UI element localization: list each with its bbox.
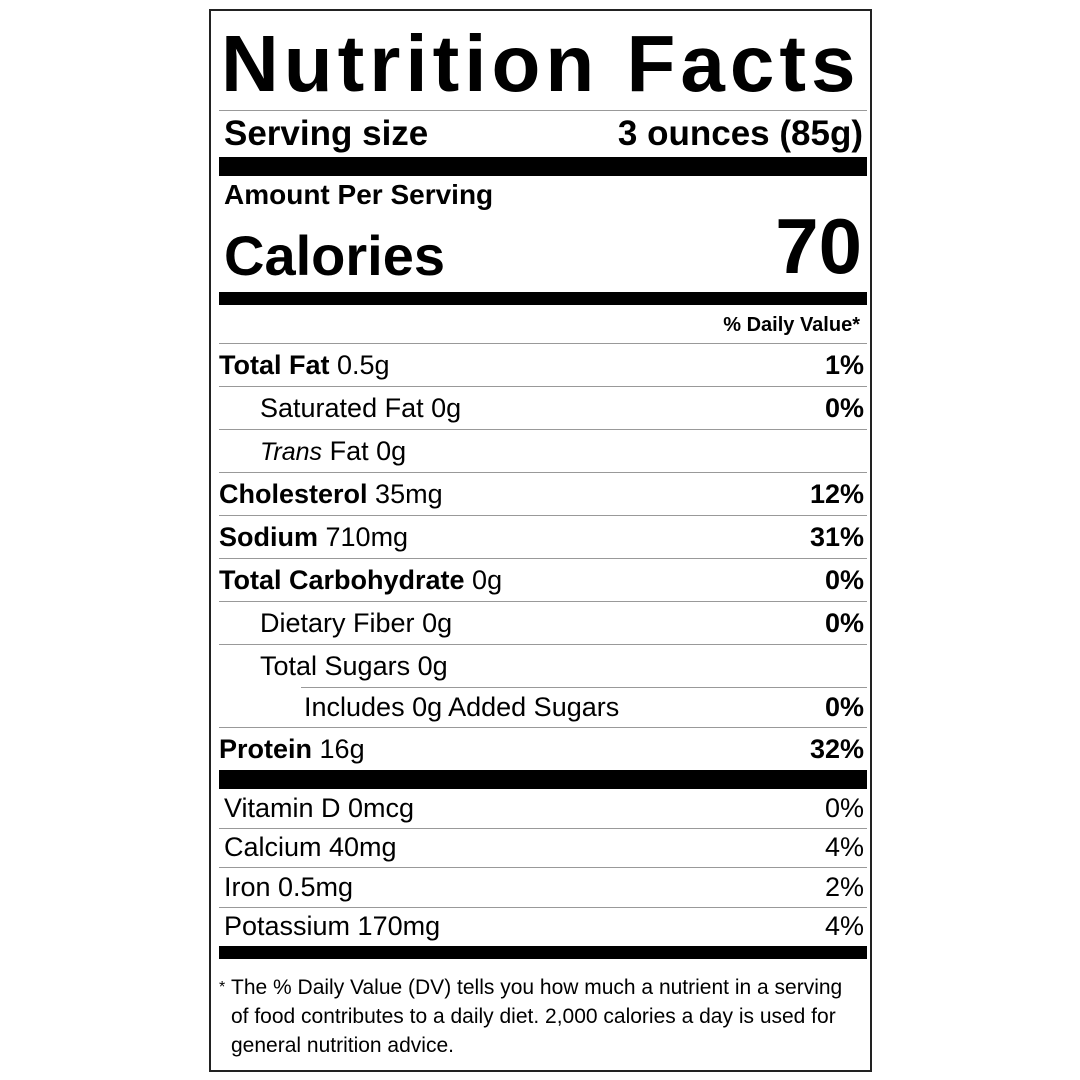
vitamin-row: Potassium 170mg 4% <box>219 906 867 947</box>
nutrient-amount: 35mg <box>375 478 443 509</box>
nutrient-row-protein: Protein 16g 32% <box>219 727 867 770</box>
nutrient-name: Total Fat <box>219 349 330 380</box>
vitamin-dv: 4% <box>824 911 864 942</box>
nutrient-dv: 32% <box>809 733 864 764</box>
nutrient-name-suffix: Fat <box>329 435 369 466</box>
nutrient-name: Cholesterol <box>219 478 368 509</box>
nutrient-row-cholesterol: Cholesterol 35mg 12% <box>219 472 867 515</box>
vitamin-dv: 2% <box>824 871 864 902</box>
thick-divider <box>219 157 867 176</box>
nutrient-dv: 31% <box>809 521 864 552</box>
nutrient-amount: 0g <box>417 650 448 681</box>
vitamin-row: Vitamin D 0mcg 0% <box>219 789 867 828</box>
nutrient-row-total-sugars: Total Sugars 0g <box>219 644 867 687</box>
nutrient-amount: 710mg <box>325 521 409 552</box>
nutrient-amount: 0.5g <box>337 349 390 380</box>
nutrient-name: Dietary Fiber <box>260 607 415 638</box>
nutrient-name: Total Sugars <box>260 650 411 681</box>
calories-row: Calories 70 <box>219 206 867 292</box>
nutrient-row-trans-fat: Trans Fat 0g <box>219 429 867 472</box>
nutrient-amount: 0g <box>376 435 407 466</box>
serving-size-row: Serving size 3 ounces (85g) <box>219 111 867 157</box>
nutrient-dv: 1% <box>824 349 864 380</box>
nutrient-row-dietary-fiber: Dietary Fiber 0g 0% <box>219 601 867 644</box>
thick-divider <box>219 770 867 789</box>
divider <box>219 110 867 111</box>
nutrient-name: Total Carbohydrate <box>219 564 465 595</box>
vitamin-dv: 4% <box>824 832 864 863</box>
vitamin-row: Iron 0.5mg 2% <box>219 867 867 907</box>
nutrient-dv: 12% <box>809 478 864 509</box>
calories-label: Calories <box>224 224 445 287</box>
nutrient-row-total-fat: Total Fat 0.5g 1% <box>219 343 867 386</box>
nutrient-name: Includes 0g Added Sugars <box>304 691 620 722</box>
serving-size-label: Serving size <box>224 114 429 153</box>
calories-value: 70 <box>775 202 862 290</box>
nutrient-name: Protein <box>219 733 313 764</box>
vitamin-name: Iron 0.5mg <box>224 871 354 902</box>
thick-divider <box>219 292 867 305</box>
vitamin-row: Calcium 40mg 4% <box>219 827 867 868</box>
footnote-text: The % Daily Value (DV) tells you how muc… <box>231 976 843 1057</box>
nutrient-row-added-sugars: Includes 0g Added Sugars 0% <box>219 687 867 727</box>
thick-divider <box>219 946 867 959</box>
nutrient-name: Sodium <box>219 521 318 552</box>
nutrient-dv: 0% <box>824 564 864 595</box>
footnote: * The % Daily Value (DV) tells you how mu… <box>219 959 867 1060</box>
daily-value-header: % Daily Value* <box>723 314 860 336</box>
vitamin-dv: 0% <box>824 792 864 823</box>
serving-size-value: 3 ounces (85g) <box>617 114 863 153</box>
vitamin-name: Vitamin D 0mcg <box>224 792 415 823</box>
nutrient-amount: 16g <box>319 733 365 764</box>
nutrient-name: Saturated Fat <box>260 392 424 423</box>
nutrient-dv: 0% <box>824 392 864 423</box>
nutrient-amount: 0g <box>431 392 462 423</box>
nutrient-name: Trans <box>260 437 323 466</box>
vitamin-name: Calcium 40mg <box>224 832 397 863</box>
nutrient-dv: 0% <box>824 607 864 638</box>
amount-per-serving: Amount Per Serving <box>224 179 494 210</box>
nutrient-row-total-carbohydrate: Total Carbohydrate 0g 0% <box>219 558 867 601</box>
nutrition-facts-label: Nutrition Facts Serving size 3 ounces (8… <box>209 9 872 1072</box>
nutrient-row-saturated-fat: Saturated Fat 0g 0% <box>219 386 867 429</box>
nutrient-amount: 0g <box>472 564 503 595</box>
label-title: Nutrition Facts <box>221 19 861 108</box>
nutrient-amount: 0g <box>422 607 453 638</box>
nutrient-row-sodium: Sodium 710mg 31% <box>219 515 867 558</box>
vitamin-name: Potassium 170mg <box>224 911 441 942</box>
footnote-asterisk: * <box>219 979 226 996</box>
nutrient-dv: 0% <box>824 691 864 722</box>
